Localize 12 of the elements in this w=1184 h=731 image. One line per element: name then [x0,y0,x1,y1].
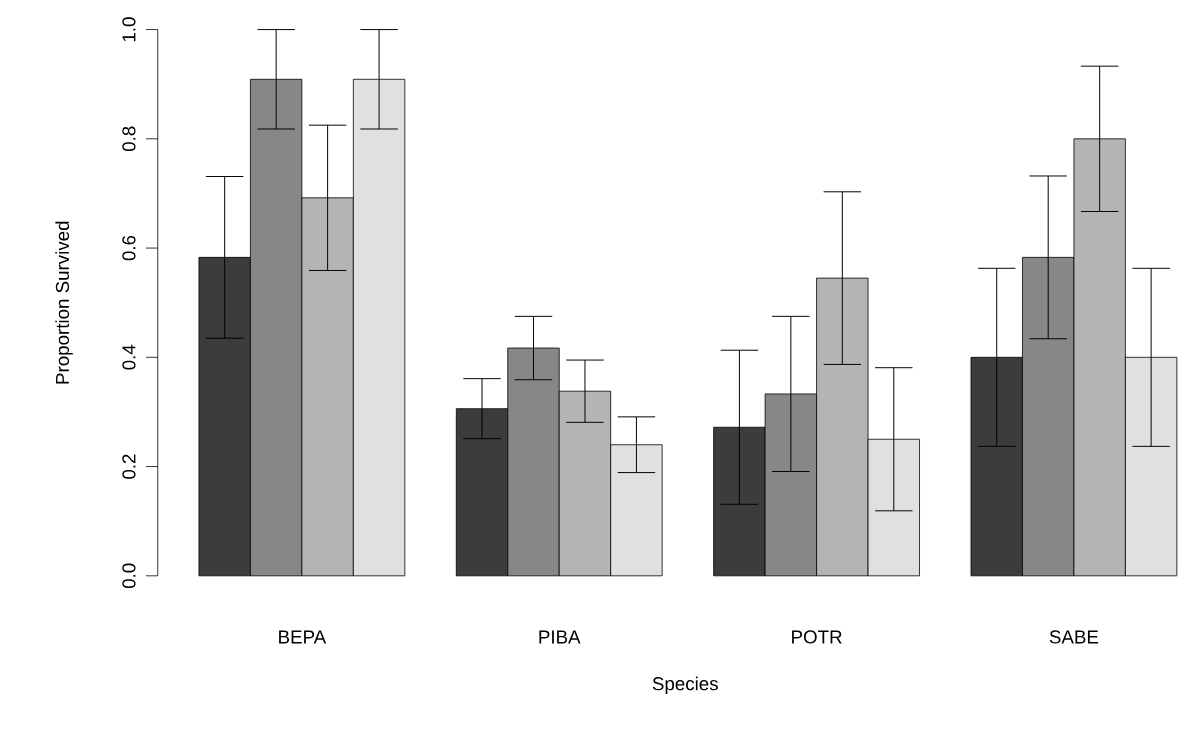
y-axis-title: Proportion Survived [55,221,73,384]
y-tick-label: 0.2 [122,454,136,480]
y-tick-label: 0.8 [122,126,136,152]
x-tick-label: BEPA [279,630,327,644]
y-tick-label: 1.0 [122,17,136,42]
x-tick-label: POTR [792,630,842,644]
x-axis-title: Species [652,676,718,695]
y-tick-label: 0.0 [122,563,136,589]
y-tick-label: 0.6 [122,236,136,261]
y-tick-label: 0.4 [122,345,136,370]
x-tick-label: SABE [1049,630,1099,644]
x-tick-label: PIBA [539,630,581,644]
